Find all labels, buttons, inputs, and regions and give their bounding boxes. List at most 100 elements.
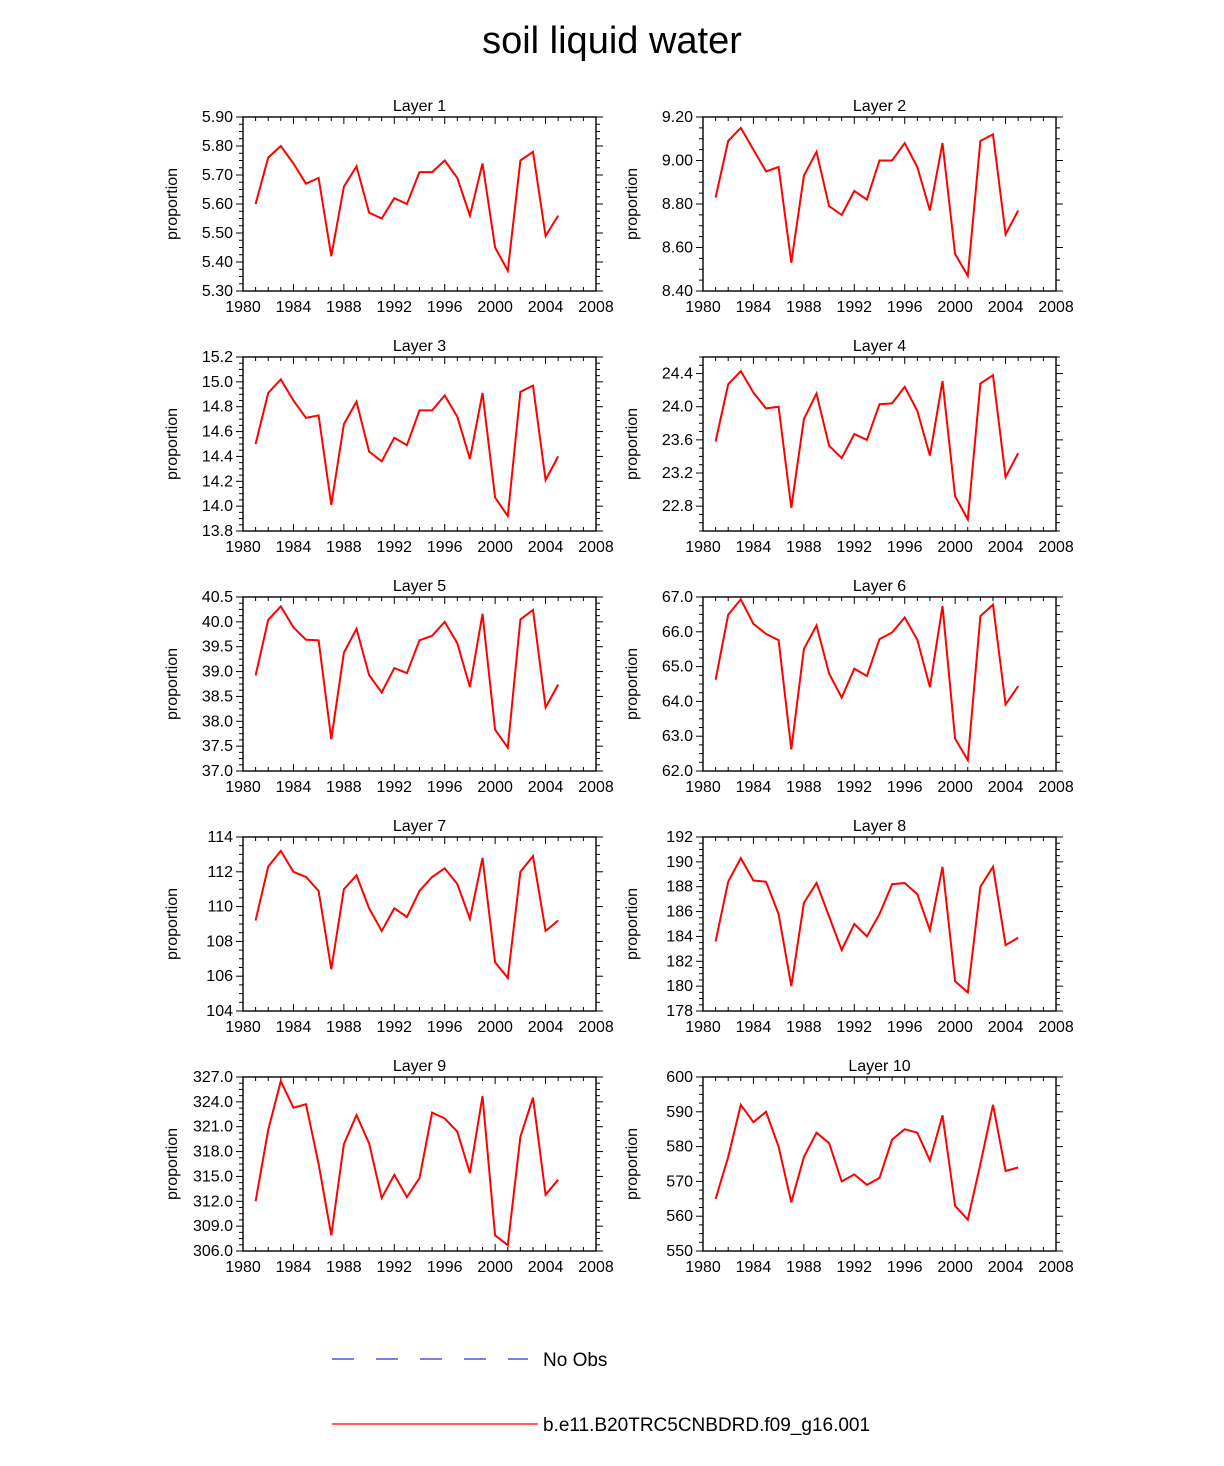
- panel-5-xtick-label: 2000: [477, 779, 513, 796]
- panel-2-series-line: [714, 126, 1020, 279]
- panel-2-xtick-label: 2004: [988, 299, 1024, 316]
- panel-5: Layer 5 1980 1984 1988 1992 1996 2000 2004 2008 3…: [164, 578, 614, 796]
- panel-9-ytick-label: 321.0: [193, 1119, 233, 1136]
- panel-4-xtick-label: 1988: [786, 539, 822, 556]
- panel-1-title: Layer 1: [393, 98, 446, 115]
- panel-6-ytick-label: 67.0: [662, 589, 693, 606]
- panel-5-ytick-label: 37.5: [202, 738, 233, 755]
- panel-5-xtick-label: 2004: [528, 779, 564, 796]
- panel-3-frame: [242, 356, 597, 532]
- panel-9-ytick-label: 309.0: [193, 1218, 233, 1235]
- panel-2-ytick-label: 9.20: [662, 109, 693, 126]
- panel-7-xtick-label: 1992: [376, 1019, 412, 1036]
- panel-1-series-line: [254, 144, 560, 274]
- panel-6-ytick-label: 63.0: [662, 728, 693, 745]
- panel-2-ytick-label: 8.60: [662, 240, 693, 257]
- panel-5-xtick-label: 2008: [578, 779, 614, 796]
- panel-9-xtick-label: 2008: [578, 1259, 614, 1276]
- panel-6-xtick-label: 1996: [887, 779, 923, 796]
- panel-3-ytick-label: 14.2: [202, 473, 233, 490]
- panel-10-xtick-label: 2004: [988, 1259, 1024, 1276]
- panel-8-xtick-label: 1984: [736, 1019, 772, 1036]
- panel-8-ytick-label: 190: [666, 854, 693, 871]
- panel-9: Layer 9 1980 1984 1988 1992 1996 2000 2004 2008 3…: [164, 1058, 614, 1276]
- panel-3-ytick-label: 14.4: [202, 448, 233, 465]
- panel-9-series-line: [254, 1078, 559, 1248]
- panel-2-frame: [702, 116, 1057, 292]
- panel-4-xtick-label: 2004: [988, 539, 1024, 556]
- panel-1-frame: [242, 116, 597, 292]
- panel-1-xtick-label: 1996: [427, 299, 463, 316]
- panel-8-xtick-label: 2004: [988, 1019, 1024, 1036]
- panel-9-ytick-label: 315.0: [193, 1168, 233, 1185]
- panel-2-xtick-label: 1984: [736, 299, 772, 316]
- panel-10-xtick-label: 2000: [937, 1259, 973, 1276]
- panel-8-ytick-label: 184: [666, 928, 693, 945]
- panel-7-series-line: [254, 849, 559, 981]
- panel-2-xtick-label: 2008: [1038, 299, 1074, 316]
- panel-1-ytick-label: 5.70: [202, 167, 233, 184]
- panel-4-xtick-label: 2008: [1038, 539, 1074, 556]
- panel-3-ytick-label: 13.8: [202, 523, 233, 540]
- panel-8-ytick-label: 192: [666, 829, 693, 846]
- panel-4-xtick-label: 2000: [937, 539, 973, 556]
- panel-6-xtick-label: 1984: [736, 779, 772, 796]
- panel-5-series-line: [254, 604, 560, 751]
- panel-6-xtick-label: 2000: [937, 779, 973, 796]
- panel-10-xtick-label: 1996: [887, 1259, 923, 1276]
- panel-9-xtick-label: 2004: [528, 1259, 564, 1276]
- panel-4-ytick-label: 22.8: [662, 498, 693, 515]
- panel-8-ytick-label: 182: [666, 953, 693, 970]
- panel-8-xtick-label: 1988: [786, 1019, 822, 1036]
- panel-8-series-line: [714, 856, 1019, 995]
- panel-1-ytick-label: 5.30: [202, 283, 233, 300]
- panel-1-xtick-label: 1988: [326, 299, 362, 316]
- panel-9-frame: [242, 1076, 597, 1252]
- panel-7-xtick-label: 1984: [276, 1019, 312, 1036]
- panel-7: Layer 7 1980 1984 1988 1992 1996 2000 2004 2008 1…: [164, 818, 614, 1036]
- panel-5-ytick-label: 38.5: [202, 688, 233, 705]
- panel-10-series-line: [714, 1102, 1019, 1222]
- panel-7-xtick-label: 2008: [578, 1019, 614, 1036]
- panel-2-xtick-label: 1988: [786, 299, 822, 316]
- panel-10-xtick-label: 1980: [685, 1259, 721, 1276]
- panel-4: Layer 4 1980 1984 1988 1992 1996 2000 2004 2008 2…: [624, 338, 1074, 556]
- panel-8-xtick-label: 2008: [1038, 1019, 1074, 1036]
- panel-2-xtick-label: 1996: [887, 299, 923, 316]
- panel-2-ylabel: proportion: [624, 168, 641, 240]
- panel-5-title: Layer 5: [393, 578, 446, 595]
- panel-10-frame: [702, 1076, 1057, 1252]
- panel-4-ylabel: proportion: [624, 408, 641, 480]
- panel-9-ytick-label: 306.0: [193, 1243, 233, 1260]
- panel-9-ytick-label: 324.0: [193, 1094, 233, 1111]
- panel-7-xtick-label: 1996: [427, 1019, 463, 1036]
- panel-8-xtick-label: 1980: [685, 1019, 721, 1036]
- panel-10-ytick-label: 580: [666, 1139, 693, 1156]
- panel-1-xtick-label: 2000: [477, 299, 513, 316]
- panel-3-ytick-label: 14.8: [202, 399, 233, 416]
- panel-4-xtick-label: 1992: [836, 539, 872, 556]
- panel-10-xtick-label: 1992: [836, 1259, 872, 1276]
- panel-2-xtick-label: 1992: [836, 299, 872, 316]
- panel-4-title: Layer 4: [853, 338, 906, 355]
- panel-2-title: Layer 2: [853, 98, 906, 115]
- panel-3-series-line: [254, 377, 560, 519]
- panel-3-xtick-label: 1988: [326, 539, 362, 556]
- panel-2-xtick-label: 1980: [685, 299, 721, 316]
- panel-1-ytick-label: 5.50: [202, 225, 233, 242]
- panel-10-title: Layer 10: [848, 1058, 910, 1075]
- panel-8-ytick-label: 180: [666, 978, 693, 995]
- panel-8-xtick-label: 2000: [937, 1019, 973, 1036]
- panel-1-ytick-label: 5.90: [202, 109, 233, 126]
- panel-6-title: Layer 6: [853, 578, 906, 595]
- panel-4-ytick-label: 23.6: [662, 432, 693, 449]
- panel-8-xtick-label: 1996: [887, 1019, 923, 1036]
- panel-5-xtick-label: 1996: [427, 779, 463, 796]
- panel-6-xtick-label: 1980: [685, 779, 721, 796]
- panel-4-frame: [702, 356, 1057, 532]
- panel-7-ytick-label: 110: [207, 899, 233, 916]
- panel-8-ytick-label: 188: [666, 879, 693, 896]
- panel-3-title: Layer 3: [393, 338, 446, 355]
- panel-9-xtick-label: 1992: [376, 1259, 412, 1276]
